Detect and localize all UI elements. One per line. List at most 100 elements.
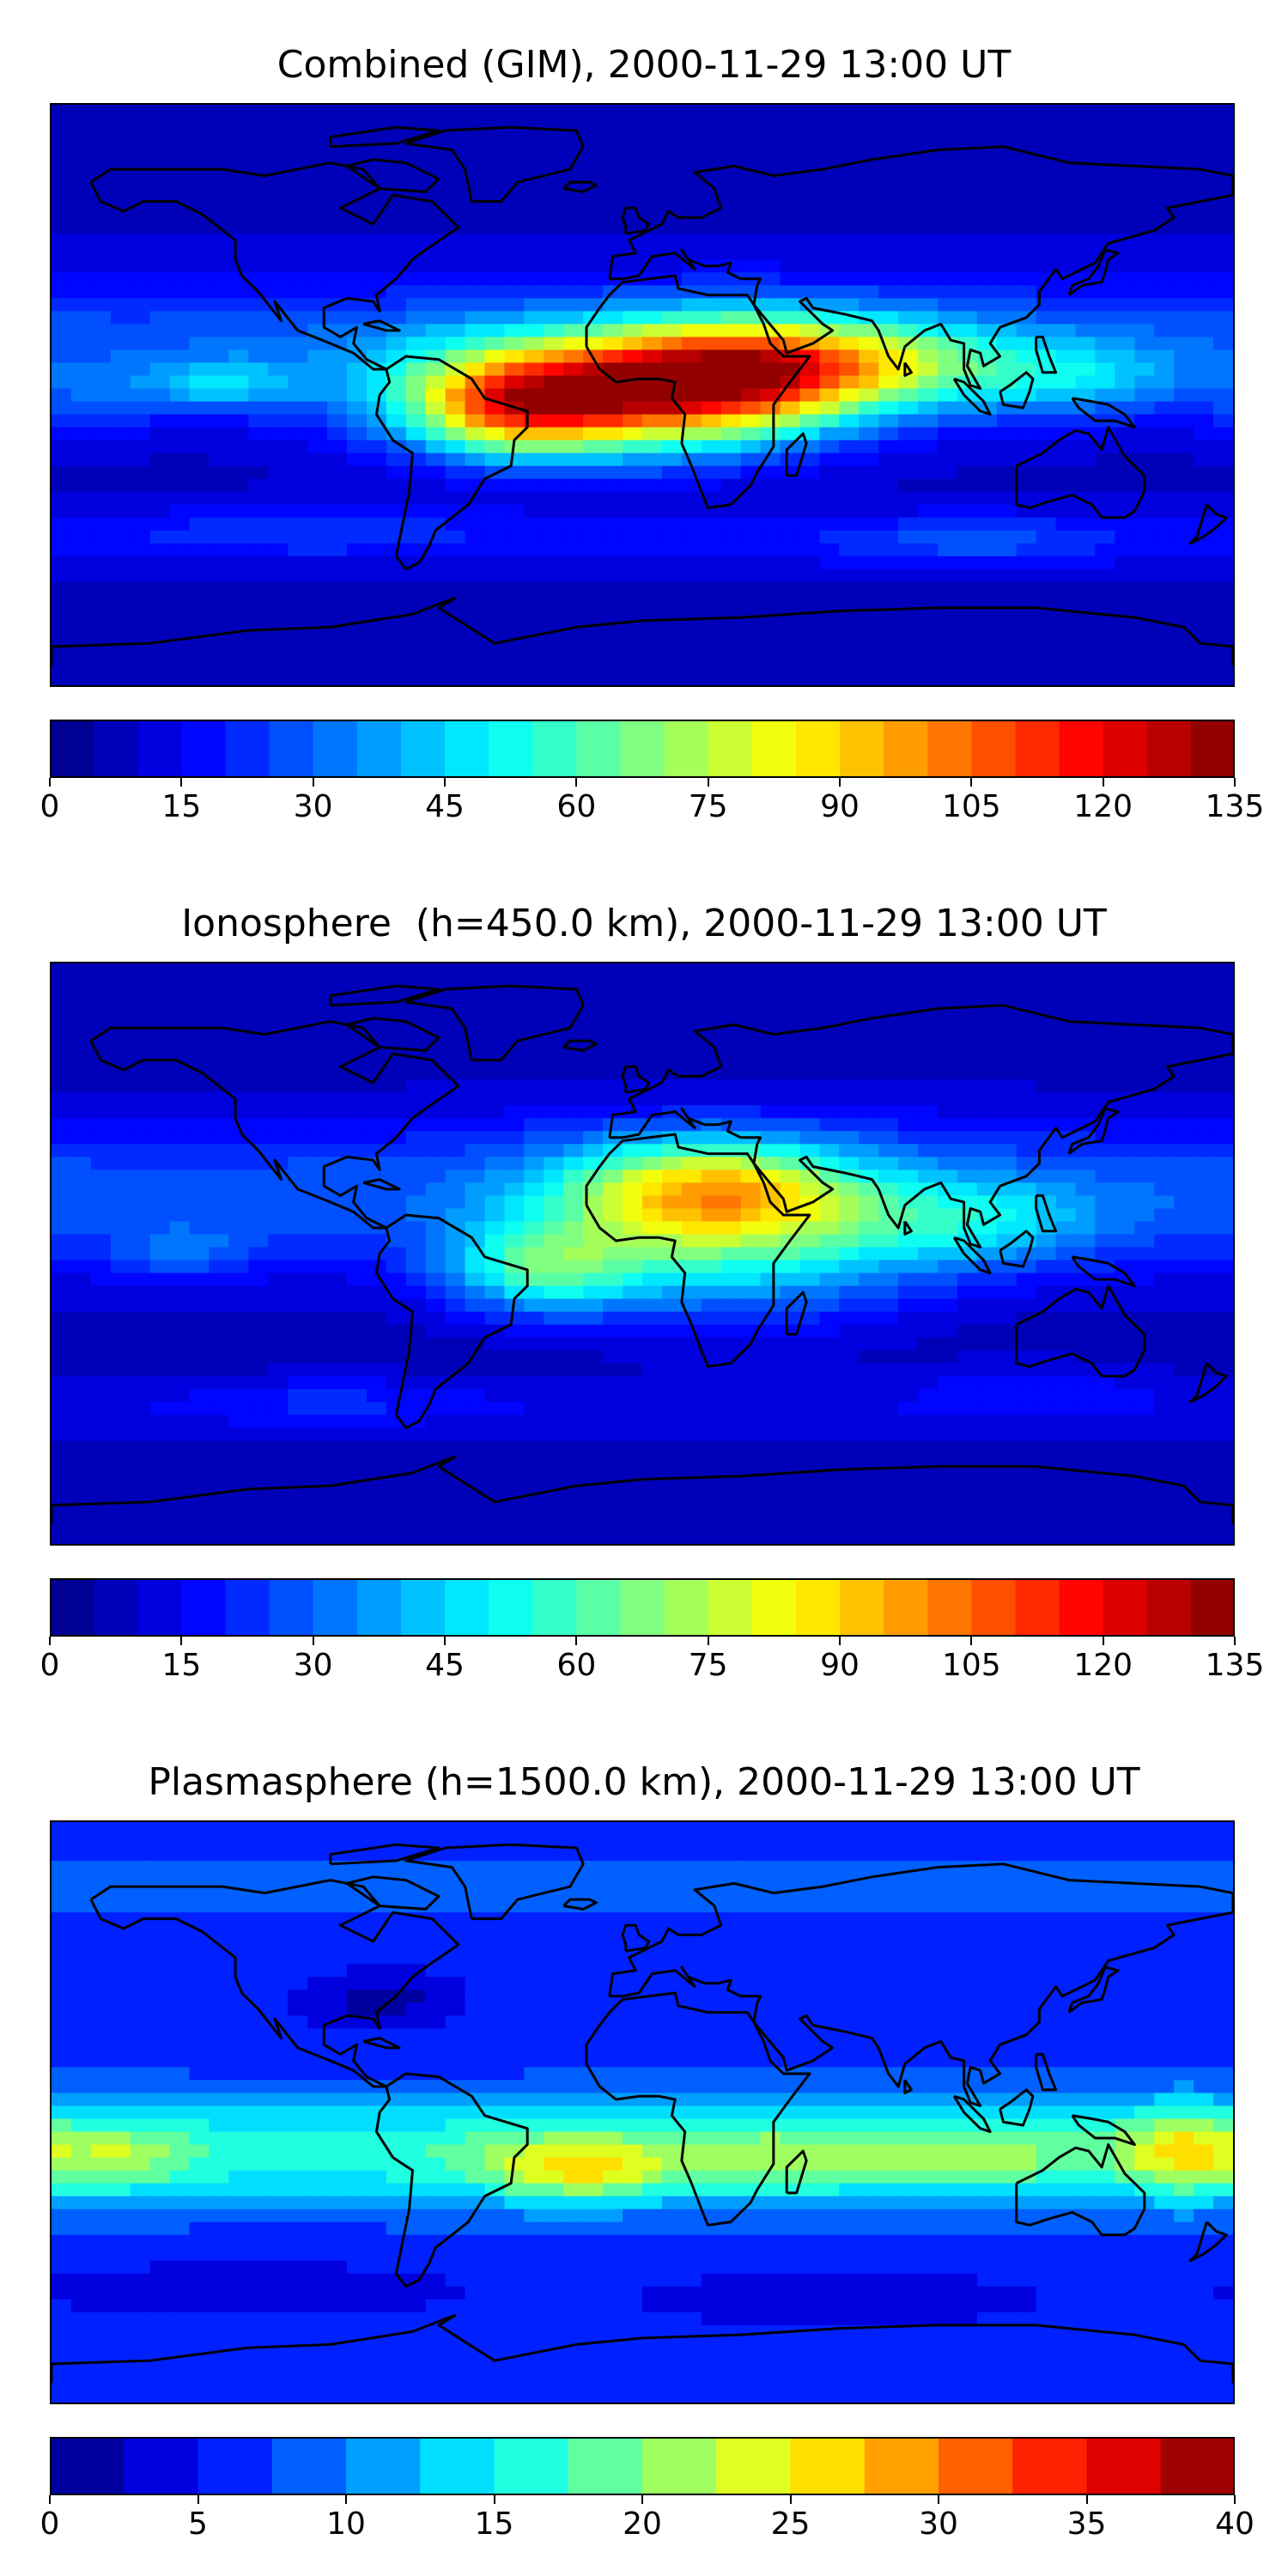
heatmap-cell — [740, 1285, 762, 1300]
heatmap-cell — [209, 633, 229, 647]
heatmap-cell — [1016, 1273, 1037, 1287]
heatmap-cell — [681, 427, 702, 441]
heatmap-cell — [760, 285, 781, 299]
heatmap-cell — [563, 208, 584, 222]
heatmap-cell — [1095, 375, 1115, 390]
heatmap-cell — [405, 1131, 427, 1145]
heatmap-cell — [425, 568, 447, 583]
heatmap-cell — [544, 156, 564, 170]
heatmap-cell — [661, 1350, 683, 1364]
heatmap-cell — [327, 581, 348, 596]
heatmap-cell — [918, 646, 939, 660]
heatmap-cell — [819, 105, 840, 118]
heatmap-cell — [1115, 337, 1135, 351]
heatmap-cell — [918, 517, 939, 532]
heatmap-cell — [701, 169, 722, 183]
heatmap-cell — [1154, 234, 1175, 247]
heatmap-cell — [780, 671, 801, 685]
heatmap-cell — [52, 298, 72, 312]
heatmap-cell — [760, 414, 781, 428]
heatmap-cell — [327, 1388, 348, 1403]
heatmap-cell — [839, 1054, 860, 1067]
heatmap-cell — [445, 388, 466, 403]
heatmap-cell — [1055, 963, 1077, 977]
heatmap-cell — [445, 143, 466, 157]
heatmap-cell — [701, 105, 722, 118]
heatmap-cell — [720, 1311, 742, 1326]
heatmap-cell — [307, 1054, 328, 1067]
heatmap-cell — [1154, 311, 1175, 325]
heatmap-cell — [524, 453, 544, 467]
heatmap-cell — [524, 1324, 544, 1339]
heatmap-cell — [327, 169, 348, 183]
heatmap-cell — [1154, 105, 1175, 118]
heatmap-cell — [465, 1195, 486, 1210]
heatmap-cell — [957, 1208, 978, 1223]
heatmap-cell — [307, 478, 328, 493]
heatmap-cell — [268, 285, 289, 299]
heatmap-cell — [780, 182, 801, 196]
heatmap-cell — [465, 1337, 486, 1352]
heatmap-cell — [209, 311, 229, 325]
heatmap-cell — [859, 324, 879, 337]
heatmap-cell — [228, 1092, 249, 1106]
heatmap-cell — [720, 1401, 742, 1416]
heatmap-cell — [504, 1337, 525, 1352]
heatmap-cell — [110, 337, 131, 351]
heatmap-cell — [1134, 1028, 1155, 1042]
heatmap-cell — [268, 349, 289, 364]
heatmap-cell — [1174, 375, 1194, 390]
heatmap-cell — [701, 311, 722, 325]
heatmap-cell — [169, 1079, 191, 1093]
heatmap-cell — [701, 349, 722, 364]
heatmap-cell — [268, 401, 289, 416]
heatmap-cell — [642, 594, 663, 609]
heatmap-cell — [681, 1363, 702, 1377]
heatmap-cell — [169, 1337, 191, 1352]
heatmap-cell — [445, 491, 466, 506]
coastline-uk — [621, 206, 651, 235]
heatmap-cell — [484, 620, 506, 635]
heatmap-cell — [603, 1221, 623, 1236]
heatmap-cell — [366, 1401, 387, 1416]
heatmap-cell — [661, 1079, 683, 1093]
heatmap-cell — [149, 963, 171, 977]
heatmap-cell — [288, 543, 308, 557]
heatmap-cell — [642, 633, 663, 647]
heatmap-cell — [878, 1427, 899, 1442]
heatmap-cell — [583, 478, 604, 493]
heatmap-cell — [544, 440, 564, 454]
heatmap-cell — [465, 594, 486, 609]
heatmap-cell — [1154, 1208, 1175, 1223]
heatmap-cell — [1134, 195, 1155, 209]
heatmap-cell — [642, 659, 663, 673]
heatmap-cell — [563, 337, 584, 351]
heatmap-cell — [976, 324, 998, 337]
heatmap-cell — [740, 1234, 762, 1249]
heatmap-cell — [938, 259, 958, 273]
heatmap-cell — [110, 1440, 131, 1455]
heatmap-cell — [228, 440, 249, 454]
heatmap-cell — [405, 285, 427, 299]
heatmap-cell — [1095, 1002, 1115, 1016]
heatmap-cell — [327, 349, 348, 364]
heatmap-cell — [898, 440, 919, 454]
heatmap-cell — [1055, 976, 1077, 990]
heatmap-cell — [70, 388, 92, 403]
heatmap-cell — [642, 388, 663, 403]
colorbar-segment — [840, 720, 884, 778]
heatmap-cell — [996, 594, 1018, 609]
heatmap-cell — [623, 556, 643, 570]
heatmap-cell — [859, 234, 879, 247]
heatmap-cell — [228, 1170, 249, 1183]
heatmap-cell — [425, 234, 447, 247]
heatmap-cell — [740, 1195, 762, 1210]
heatmap-cell — [386, 169, 407, 183]
heatmap-cell — [405, 633, 427, 647]
heatmap-cell — [918, 362, 939, 377]
heatmap-cell — [996, 1388, 1018, 1403]
heatmap-cell — [1174, 1041, 1194, 1054]
heatmap-cell — [110, 105, 131, 118]
heatmap-cell — [327, 388, 348, 403]
heatmap-cell — [70, 156, 92, 170]
